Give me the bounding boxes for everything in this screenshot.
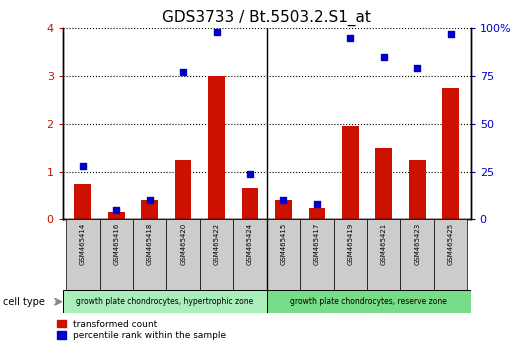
Point xyxy=(313,201,321,207)
Bar xyxy=(409,160,426,219)
Bar xyxy=(175,160,191,219)
Text: GSM465415: GSM465415 xyxy=(280,223,287,266)
Text: GSM465420: GSM465420 xyxy=(180,223,186,266)
Text: GSM465422: GSM465422 xyxy=(213,223,220,265)
Bar xyxy=(309,207,325,219)
Title: GDS3733 / Bt.5503.2.S1_at: GDS3733 / Bt.5503.2.S1_at xyxy=(162,9,371,25)
Point xyxy=(279,198,288,203)
Text: GSM465419: GSM465419 xyxy=(347,223,354,266)
Bar xyxy=(334,219,367,292)
Bar xyxy=(166,219,200,292)
Text: GSM465414: GSM465414 xyxy=(80,223,86,266)
Point xyxy=(78,163,87,169)
Text: GSM465417: GSM465417 xyxy=(314,223,320,266)
Bar xyxy=(141,200,158,219)
Point xyxy=(212,29,221,35)
Bar xyxy=(99,219,133,292)
Text: GSM465423: GSM465423 xyxy=(414,223,420,266)
Bar xyxy=(401,219,434,292)
Bar xyxy=(300,219,334,292)
Text: cell type: cell type xyxy=(3,297,44,307)
Bar xyxy=(74,184,91,219)
Legend: transformed count, percentile rank within the sample: transformed count, percentile rank withi… xyxy=(57,320,226,340)
Point xyxy=(413,65,422,71)
Bar xyxy=(367,219,401,292)
Point xyxy=(179,69,187,75)
Text: GSM465421: GSM465421 xyxy=(381,223,387,266)
Point xyxy=(346,35,355,41)
Bar xyxy=(275,200,292,219)
Bar xyxy=(242,188,258,219)
Point xyxy=(380,54,388,60)
Bar xyxy=(208,76,225,219)
Point xyxy=(145,198,154,203)
Bar xyxy=(200,219,233,292)
Text: GSM465425: GSM465425 xyxy=(448,223,453,265)
Text: growth plate chondrocytes, hypertrophic zone: growth plate chondrocytes, hypertrophic … xyxy=(76,297,253,306)
Bar xyxy=(376,148,392,219)
Bar xyxy=(342,126,359,219)
Bar xyxy=(108,212,124,219)
Bar xyxy=(267,290,471,313)
Bar xyxy=(66,219,99,292)
Bar xyxy=(442,88,459,219)
Bar xyxy=(133,219,166,292)
Bar xyxy=(63,290,267,313)
Bar xyxy=(434,219,468,292)
Text: GSM465418: GSM465418 xyxy=(146,223,153,266)
Text: GSM465416: GSM465416 xyxy=(113,223,119,266)
Bar xyxy=(267,219,300,292)
Point xyxy=(246,171,254,176)
Bar xyxy=(233,219,267,292)
Point xyxy=(447,31,455,37)
Text: GSM465424: GSM465424 xyxy=(247,223,253,265)
Text: growth plate chondrocytes, reserve zone: growth plate chondrocytes, reserve zone xyxy=(290,297,447,306)
Point xyxy=(112,207,120,213)
